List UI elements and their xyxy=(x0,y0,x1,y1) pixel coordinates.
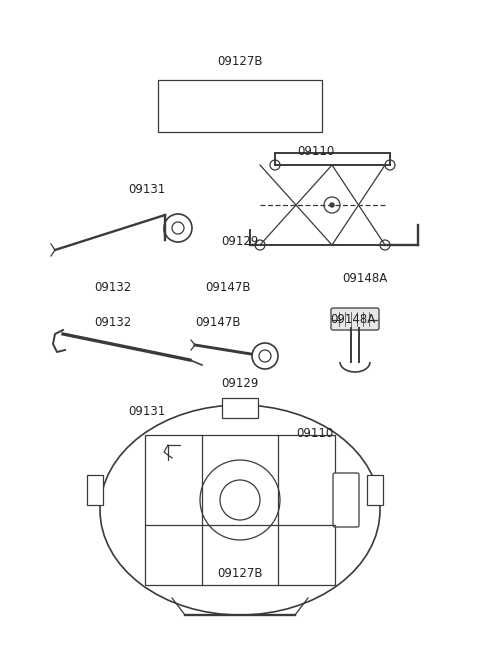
Circle shape xyxy=(330,203,334,207)
FancyBboxPatch shape xyxy=(222,398,258,418)
Text: 09132: 09132 xyxy=(94,316,132,329)
FancyBboxPatch shape xyxy=(367,475,383,505)
Text: 09129: 09129 xyxy=(221,234,259,248)
Text: 09127B: 09127B xyxy=(217,55,263,68)
Bar xyxy=(145,435,335,585)
Text: 09127B: 09127B xyxy=(217,567,263,580)
Text: 09148A: 09148A xyxy=(330,313,375,326)
Text: 09129: 09129 xyxy=(221,377,259,390)
Text: 09147B: 09147B xyxy=(196,316,241,329)
Text: 09131: 09131 xyxy=(128,405,165,418)
Text: 09131: 09131 xyxy=(128,183,166,196)
FancyBboxPatch shape xyxy=(87,475,103,505)
Text: 09132: 09132 xyxy=(95,281,132,294)
Bar xyxy=(158,80,322,132)
Text: 09110: 09110 xyxy=(298,145,335,158)
Text: 09147B: 09147B xyxy=(205,281,251,294)
Text: 09110: 09110 xyxy=(296,427,333,440)
FancyBboxPatch shape xyxy=(331,308,379,330)
Text: 09148A: 09148A xyxy=(342,272,388,285)
FancyBboxPatch shape xyxy=(333,473,359,527)
